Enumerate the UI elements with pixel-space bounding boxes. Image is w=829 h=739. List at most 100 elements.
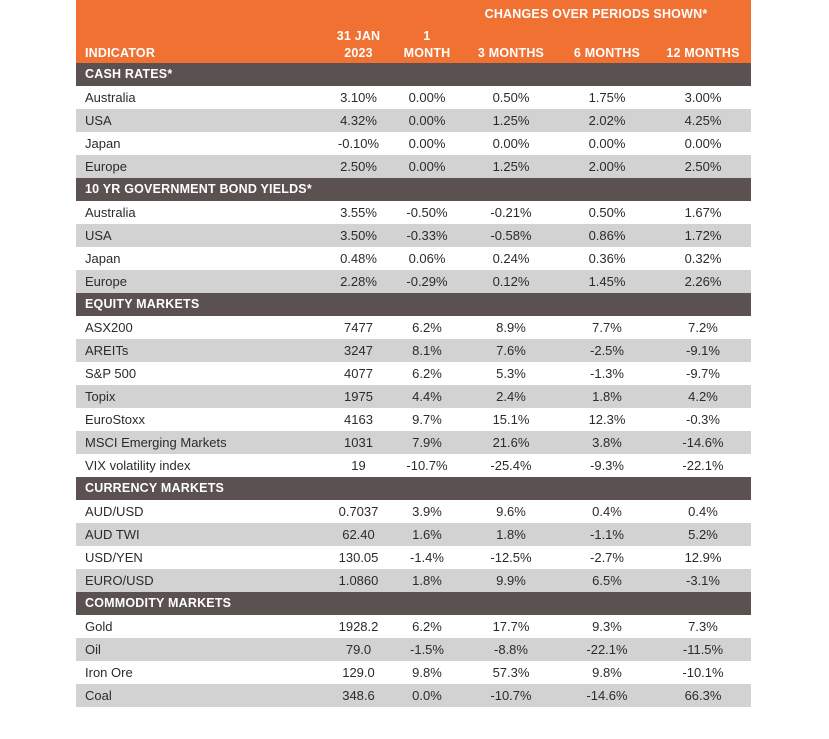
row-label: Iron Ore	[85, 665, 133, 680]
row-value: 4.2%	[688, 389, 718, 404]
row-value: 1.72%	[684, 228, 722, 243]
row-value: -0.29%	[406, 274, 448, 289]
row-value: 7.3%	[688, 619, 718, 634]
row-value: -11.5%	[682, 642, 724, 657]
table-row: USD/YEN 130.05 -1.4% -12.5% -2.7% 12.9%	[76, 546, 751, 569]
row-value: -22.1%	[586, 642, 628, 657]
row-label: ASX200	[85, 320, 133, 335]
row-value: 1.25%	[492, 159, 530, 174]
row-value: 12.3%	[588, 412, 626, 427]
row-value: 0.00%	[684, 136, 722, 151]
row-value: 17.7%	[492, 619, 530, 634]
row-value: -1.4%	[410, 550, 444, 565]
row-value: 0.7037	[338, 504, 379, 519]
row-value: 62.40	[342, 527, 375, 542]
indicator-header: INDICATOR	[85, 46, 156, 60]
row-value: 5.2%	[688, 527, 718, 542]
row-label: Oil	[85, 642, 101, 657]
row-value: -0.21%	[490, 205, 532, 220]
table-row: Australia 3.10% 0.00% 0.50% 1.75% 3.00%	[76, 86, 751, 109]
row-value: 1.6%	[412, 527, 442, 542]
row-value: 3.9%	[412, 504, 442, 519]
row-value: 3.55%	[340, 205, 377, 220]
table-row: Topix 1975 4.4% 2.4% 1.8% 4.2%	[76, 385, 751, 408]
row-value: 8.9%	[496, 320, 526, 335]
row-value: -14.6%	[586, 688, 628, 703]
row-value: 2.26%	[684, 274, 722, 289]
row-value: 2.4%	[496, 389, 526, 404]
row-value: -12.5%	[490, 550, 532, 565]
changes-over-periods-header: CHANGES OVER PERIODS SHOWN*	[484, 7, 708, 21]
row-value: 0.48%	[340, 251, 377, 266]
row-value: 66.3%	[684, 688, 722, 703]
row-value: 1.8%	[592, 389, 622, 404]
row-label: USA	[85, 228, 112, 243]
row-value: 0.32%	[684, 251, 722, 266]
row-value: -3.1%	[686, 573, 720, 588]
row-value: -1.3%	[590, 366, 624, 381]
row-label: Topix	[85, 389, 116, 404]
row-value: 19	[351, 458, 366, 473]
row-value: 6.2%	[412, 366, 442, 381]
table-row: Iron Ore 129.0 9.8% 57.3% 9.8% -10.1%	[76, 661, 751, 684]
table-row: AUD TWI 62.40 1.6% 1.8% -1.1% 5.2%	[76, 523, 751, 546]
row-value: 8.1%	[412, 343, 442, 358]
table-row: Australia 3.55% -0.50% -0.21% 0.50% 1.67%	[76, 201, 751, 224]
row-value: 7477	[344, 320, 373, 335]
row-value: -10.7%	[490, 688, 532, 703]
row-label: S&P 500	[85, 366, 137, 381]
row-label: EURO/USD	[85, 573, 154, 588]
table-row: Japan -0.10% 0.00% 0.00% 0.00% 0.00%	[76, 132, 751, 155]
row-value: -14.6%	[682, 435, 724, 450]
row-value: -1.5%	[410, 642, 444, 657]
row-value: 0.00%	[588, 136, 626, 151]
table-row: Gold 1928.2 6.2% 17.7% 9.3% 7.3%	[76, 615, 751, 638]
row-value: -2.5%	[590, 343, 624, 358]
row-label: EuroStoxx	[85, 412, 145, 427]
row-value: 57.3%	[492, 665, 530, 680]
row-value: 2.28%	[340, 274, 377, 289]
col-header-12-months: 12 MONTHS	[666, 46, 740, 60]
table-row: Europe 2.28% -0.29% 0.12% 1.45% 2.26%	[76, 270, 751, 293]
row-value: 5.3%	[496, 366, 526, 381]
table-row: AREITs 3247 8.1% 7.6% -2.5% -9.1%	[76, 339, 751, 362]
row-label: Australia	[85, 205, 136, 220]
table-row: S&P 500 4077 6.2% 5.3% -1.3% -9.7%	[76, 362, 751, 385]
row-value: 15.1%	[492, 412, 530, 427]
row-label: AUD/USD	[85, 504, 144, 519]
row-value: -9.7%	[686, 366, 720, 381]
row-value: 1.45%	[588, 274, 626, 289]
col-header-1-month: 1 MONTH	[397, 28, 457, 62]
table-row: MSCI Emerging Markets 1031 7.9% 21.6% 3.8% -1…	[76, 431, 751, 454]
row-value: 6.2%	[412, 320, 442, 335]
row-value: 3.50%	[340, 228, 377, 243]
section-header: 10 YR GOVERNMENT BOND YIELDS*	[76, 178, 751, 201]
section-header: COMMODITY MARKETS	[76, 592, 751, 615]
row-value: -22.1%	[682, 458, 724, 473]
row-value: 7.6%	[496, 343, 526, 358]
col-header-31-jan-line1: 31 JAN	[336, 29, 381, 43]
row-value: 6.5%	[592, 573, 622, 588]
row-label: Japan	[85, 251, 121, 266]
row-value: 3.00%	[684, 90, 722, 105]
row-value: 1.75%	[588, 90, 626, 105]
row-value: 6.2%	[412, 619, 442, 634]
row-value: 21.6%	[492, 435, 530, 450]
table-row: AUD/USD 0.7037 3.9% 9.6% 0.4% 0.4%	[76, 500, 751, 523]
table-body: CASH RATES* Australia 3.10% 0.00% 0.50% 1.75%…	[76, 63, 751, 707]
row-label: USD/YEN	[85, 550, 143, 565]
row-label: Europe	[85, 159, 127, 174]
row-value: 2.50%	[684, 159, 722, 174]
row-value: -9.1%	[686, 343, 720, 358]
col-header-31-jan-2023: 31 JAN 2023	[321, 28, 396, 62]
table-row: USA 4.32% 0.00% 1.25% 2.02% 4.25%	[76, 109, 751, 132]
row-value: 0.0%	[412, 688, 442, 703]
row-value: 1928.2	[338, 619, 379, 634]
row-value: 2.00%	[588, 159, 626, 174]
table-row: VIX volatility index 19 -10.7% -25.4% -9.3% -…	[76, 454, 751, 477]
row-label: AUD TWI	[85, 527, 140, 542]
row-value: 0.24%	[492, 251, 530, 266]
row-value: 4.25%	[684, 113, 722, 128]
row-value: 0.06%	[408, 251, 446, 266]
row-value: 1031	[344, 435, 373, 450]
